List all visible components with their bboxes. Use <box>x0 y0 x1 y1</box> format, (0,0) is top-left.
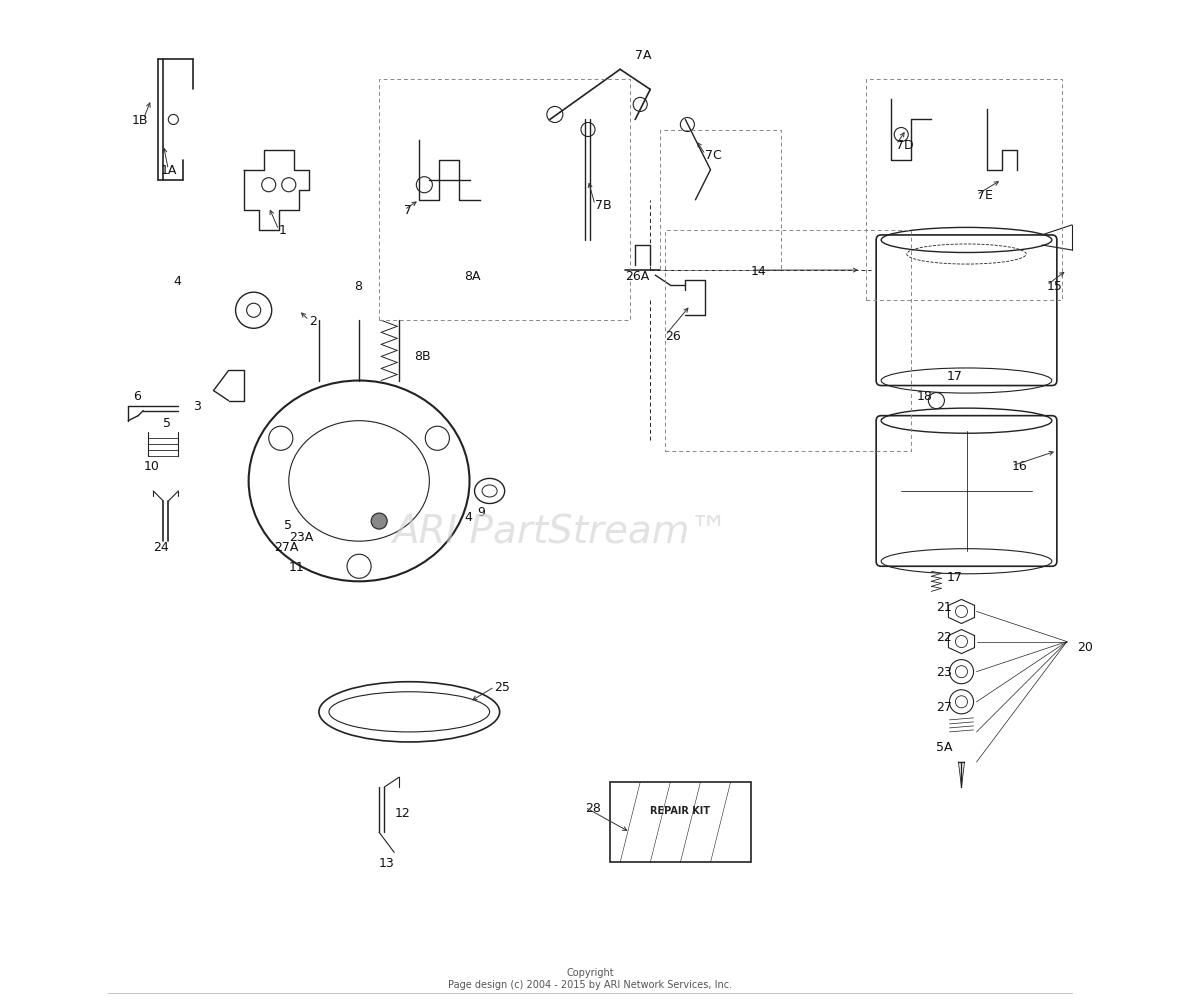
Text: 5: 5 <box>283 519 291 531</box>
Text: 7: 7 <box>405 205 412 217</box>
Text: 20: 20 <box>1077 641 1093 653</box>
Text: 8B: 8B <box>414 350 431 362</box>
Text: 23: 23 <box>937 666 952 678</box>
Text: 2: 2 <box>309 315 316 327</box>
Text: 24: 24 <box>153 541 169 553</box>
Text: 6: 6 <box>133 390 142 402</box>
Text: 1B: 1B <box>131 114 148 126</box>
Text: 11: 11 <box>289 561 304 573</box>
Text: 7C: 7C <box>706 149 722 161</box>
Text: 10: 10 <box>143 460 159 472</box>
Text: 26: 26 <box>666 330 681 342</box>
Text: 4: 4 <box>465 511 472 523</box>
Text: 12: 12 <box>394 806 409 818</box>
Text: 15: 15 <box>1047 280 1063 292</box>
Text: 5: 5 <box>163 417 171 429</box>
Text: 28: 28 <box>585 801 601 813</box>
Circle shape <box>372 514 387 530</box>
Text: 5A: 5A <box>937 741 953 753</box>
Text: Copyright
Page design (c) 2004 - 2015 by ARI Network Services, Inc.: Copyright Page design (c) 2004 - 2015 by… <box>448 967 732 989</box>
Text: 23A: 23A <box>289 531 313 543</box>
Text: 16: 16 <box>1011 460 1028 472</box>
Text: 17: 17 <box>946 370 963 382</box>
Text: 27: 27 <box>937 701 952 713</box>
Text: 27A: 27A <box>274 541 299 553</box>
Text: REPAIR KIT: REPAIR KIT <box>650 805 710 815</box>
Text: 21: 21 <box>937 601 952 613</box>
Text: 7E: 7E <box>977 190 992 202</box>
Text: 7B: 7B <box>595 200 611 212</box>
Text: 7D: 7D <box>897 139 913 151</box>
Text: 7A: 7A <box>635 49 651 61</box>
Text: 14: 14 <box>750 265 766 277</box>
Text: 1A: 1A <box>160 164 177 177</box>
Text: 22: 22 <box>937 631 952 643</box>
Text: 4: 4 <box>173 275 182 287</box>
Text: 17: 17 <box>946 571 963 583</box>
Text: 25: 25 <box>494 681 511 693</box>
Text: 13: 13 <box>379 857 395 869</box>
Text: 8A: 8A <box>465 270 481 282</box>
Text: 9: 9 <box>478 506 485 518</box>
Text: 26A: 26A <box>625 270 649 282</box>
Text: 1: 1 <box>278 225 287 237</box>
Text: ARI PartStream™: ARI PartStream™ <box>392 513 728 551</box>
Text: 3: 3 <box>194 400 202 412</box>
Text: 18: 18 <box>917 390 932 402</box>
Text: 8: 8 <box>354 280 362 292</box>
Bar <box>610 782 750 863</box>
